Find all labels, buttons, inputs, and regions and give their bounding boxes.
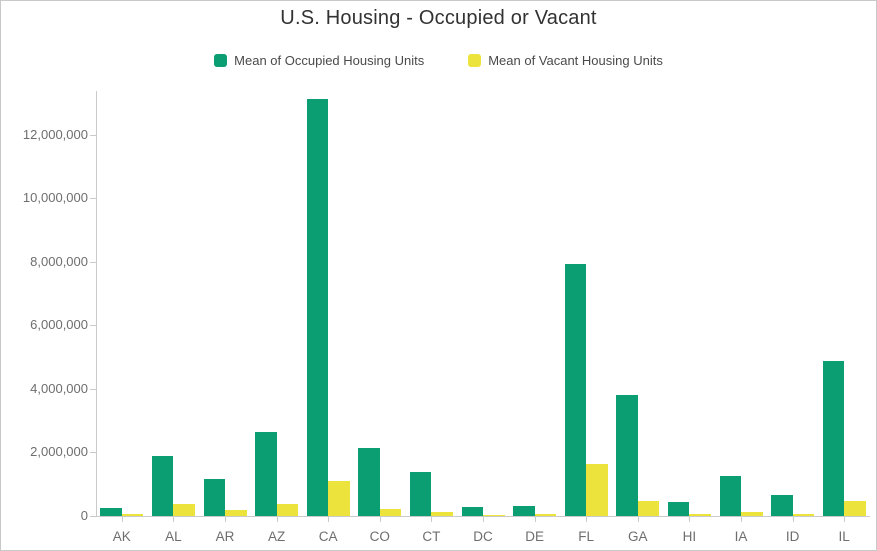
y-tick-label-8000000: 8,000,000 [30, 253, 88, 269]
bar-occupied-ia[interactable] [719, 476, 741, 516]
x-tick-label-il: IL [838, 529, 850, 544]
bar-vacant-ia[interactable] [741, 512, 763, 516]
x-tick-label-ia: IA [734, 529, 748, 544]
bar-occupied-ca[interactable] [306, 99, 329, 516]
x-tick-ga [638, 517, 639, 522]
bar-occupied-il[interactable] [822, 361, 845, 516]
x-tick-label-hi: HI [682, 529, 697, 544]
bar-occupied-al[interactable] [151, 456, 174, 516]
x-tick-ak [122, 517, 123, 522]
legend: Mean of Occupied Housing Units Mean of V… [1, 53, 876, 68]
y-tick [90, 325, 96, 326]
bar-occupied-ct[interactable] [409, 472, 432, 516]
x-tick-label-id: ID [785, 529, 800, 544]
x-tick-ca [328, 517, 329, 522]
x-tick-il [844, 517, 845, 522]
bar-vacant-az[interactable] [276, 504, 299, 516]
x-tick-label-ak: AK [112, 529, 131, 544]
x-tick-hi [689, 517, 690, 522]
y-tick-label-2000000: 2,000,000 [30, 444, 88, 460]
bar-occupied-az[interactable] [255, 432, 277, 516]
bar-occupied-ga[interactable] [616, 395, 638, 516]
y-tick [90, 452, 96, 453]
x-tick-label-de: DE [525, 529, 544, 544]
chart-title: U.S. Housing - Occupied or Vacant [280, 7, 597, 29]
bar-vacant-de[interactable] [534, 514, 557, 516]
bar-occupied-id[interactable] [771, 495, 793, 516]
x-tick-fl [586, 517, 587, 522]
x-tick-label-co: CO [369, 529, 390, 544]
bar-vacant-fl[interactable] [586, 464, 608, 516]
legend-label-vacant: Mean of Vacant Housing Units [488, 53, 663, 68]
y-tick-label-6000000: 6,000,000 [30, 317, 88, 333]
bar-vacant-ca[interactable] [328, 481, 350, 516]
bar-occupied-ar[interactable] [203, 479, 225, 516]
bar-occupied-ak[interactable] [100, 508, 122, 516]
bar-occupied-co[interactable] [358, 448, 380, 516]
y-tick-label-12000000: 12,000,000 [22, 126, 88, 142]
x-tick-label-al: AL [165, 529, 182, 544]
x-tick-label-az: AZ [267, 529, 286, 544]
bar-vacant-ak[interactable] [121, 514, 144, 516]
x-tick-ar [225, 517, 226, 522]
occupied-swatch-icon [214, 54, 228, 67]
legend-item-vacant[interactable]: Mean of Vacant Housing Units [468, 53, 663, 68]
bar-vacant-ga[interactable] [637, 501, 660, 516]
x-tick-co [380, 517, 381, 522]
x-tick-dc [483, 517, 484, 522]
x-tick-label-fl: FL [578, 529, 595, 544]
legend-item-occupied[interactable]: Mean of Occupied Housing Units [214, 53, 424, 68]
x-tick-ia [741, 517, 742, 522]
x-tick-de [535, 517, 536, 522]
bar-occupied-de[interactable] [513, 506, 535, 516]
vacant-swatch-icon [468, 54, 482, 67]
y-tick [90, 135, 96, 136]
bar-vacant-ar[interactable] [225, 510, 247, 516]
y-axis-line [96, 91, 97, 516]
bar-vacant-il[interactable] [844, 501, 866, 516]
y-tick-label-0: 0 [80, 508, 88, 523]
y-tick-label-10000000: 10,000,000 [22, 190, 88, 206]
y-tick [90, 262, 96, 263]
bar-vacant-dc[interactable] [483, 515, 505, 516]
x-tick-id [793, 517, 794, 522]
x-tick-label-ar: AR [215, 529, 235, 544]
x-axis-line [96, 516, 870, 517]
bar-vacant-id[interactable] [792, 514, 815, 516]
x-tick-al [173, 517, 174, 522]
bar-occupied-hi[interactable] [667, 502, 690, 516]
y-tick [90, 516, 96, 517]
x-tick-label-ct: CT [422, 529, 441, 544]
bar-occupied-dc[interactable] [461, 507, 483, 516]
bar-vacant-ct[interactable] [431, 512, 453, 516]
bar-occupied-fl[interactable] [564, 264, 587, 516]
legend-label-occupied: Mean of Occupied Housing Units [234, 53, 425, 68]
x-tick-label-dc: DC [473, 529, 493, 544]
y-tick [90, 389, 96, 390]
x-tick-label-ca: CA [318, 529, 338, 544]
bar-vacant-hi[interactable] [689, 514, 711, 516]
x-tick-label-ga: GA [628, 529, 648, 544]
y-tick [90, 198, 96, 199]
y-tick-label-4000000: 4,000,000 [30, 380, 88, 396]
bar-vacant-al[interactable] [173, 504, 195, 516]
x-tick-ct [431, 517, 432, 522]
bar-vacant-co[interactable] [379, 509, 402, 516]
x-tick-az [277, 517, 278, 522]
